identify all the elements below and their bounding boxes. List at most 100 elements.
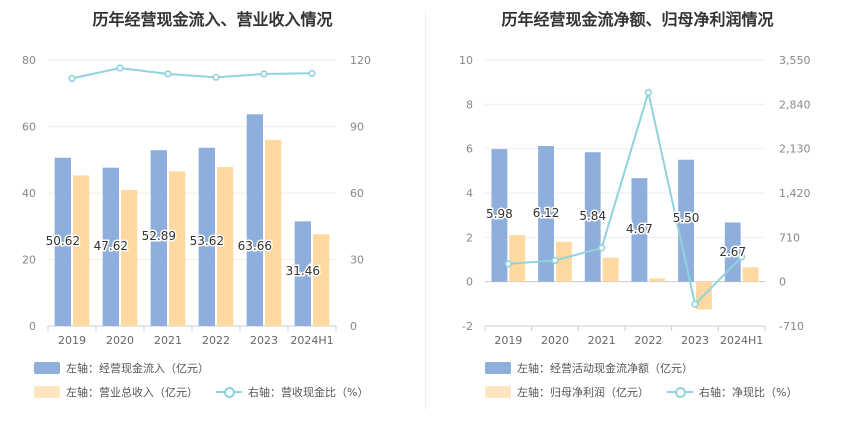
bar-primary	[538, 146, 554, 282]
y-left-tick-label: 20	[22, 254, 36, 267]
legend-label: 左轴：归母净利润（亿元）	[517, 386, 649, 399]
y-left-tick-label: 6	[466, 143, 473, 156]
y-left-tick-label: 8	[466, 98, 473, 111]
y-left-tick-label: 4	[466, 187, 473, 200]
y-right-tick-label: 710	[779, 231, 800, 244]
y-left-tick-label: 40	[22, 187, 36, 200]
y-right-tick-label: 90	[350, 121, 364, 134]
data-label: 63.66	[238, 239, 272, 253]
legend-item-series-2-3: 左轴：营业总收入（亿元） 右轴：营收现金比（%）	[34, 384, 368, 400]
chart-title: 历年经营现金流入、营业收入情况	[92, 10, 333, 29]
line-point	[164, 70, 172, 78]
bar-primary	[294, 221, 311, 326]
legend-item-series-2[interactable]: 左轴：归母净利润（亿元）	[485, 384, 649, 400]
line-point	[308, 69, 316, 77]
data-label: 6.12	[533, 206, 560, 220]
legend-swatch	[485, 386, 511, 398]
x-tick-label: 2020	[106, 334, 134, 347]
chart-canvas: -2 0 2 4 6 8 10 -710 0 710 1,420 2,130 2,840 3,550 201…	[459, 54, 811, 347]
series-line	[508, 88, 743, 307]
bar-secondary	[73, 175, 90, 326]
legend-label: 右轴：营收现金比（%）	[248, 386, 369, 399]
bar-primary	[246, 114, 263, 326]
bar-secondary	[602, 257, 619, 282]
data-label: 50.62	[46, 234, 80, 248]
x-tick-label: 2022	[634, 334, 662, 347]
y-left-tick-label: -2	[462, 320, 473, 333]
bar-secondary	[217, 167, 234, 326]
bar-secondary	[742, 267, 759, 282]
line-point	[212, 73, 220, 81]
y-left-tick-label: 80	[22, 54, 36, 67]
bar-secondary	[649, 278, 666, 282]
y-right-tick-label: 30	[350, 254, 364, 267]
bar-secondary	[509, 235, 526, 282]
bar-primary	[102, 167, 119, 326]
x-tick-label: 2024H1	[290, 334, 333, 347]
legend-item-series-3[interactable]: 右轴：净现比（%）	[667, 384, 797, 400]
x-tick-label: 2023	[250, 334, 278, 347]
y-left-tick-label: 10	[459, 54, 473, 67]
legend-item-series-2[interactable]: 左轴：营业总收入（亿元）	[34, 384, 198, 400]
bar-primary	[54, 157, 71, 326]
bar-secondary	[265, 139, 282, 326]
bar-primary	[150, 150, 167, 326]
x-tick-label: 2021	[154, 334, 182, 347]
legend-line-swatch	[216, 386, 242, 398]
legend-item-series-1[interactable]: 左轴：经营现金流入（亿元）	[34, 360, 209, 376]
legend-item-series-2-3: 左轴：归母净利润（亿元） 右轴：净现比（%）	[485, 384, 797, 400]
y-right-tick-label: 2,130	[779, 143, 811, 156]
legend-item-series-1[interactable]: 左轴：经营活动现金流净额（亿元）	[485, 360, 693, 376]
chart-panel-cash-inflow: 历年经营现金流入、营业收入情况 0 20 40 60 80 0 30 60 90 120 2019 2…	[22, 10, 371, 400]
line-point	[644, 88, 652, 97]
y-right-tick-label: 0	[779, 276, 786, 289]
y-right-tick-label: -710	[779, 320, 804, 333]
y-right-tick-label: 60	[350, 187, 364, 200]
data-label: 4.67	[626, 222, 653, 236]
y-left-tick-label: 2	[466, 231, 473, 244]
chart-title: 历年经营现金流净额、归母净利润情况	[501, 10, 774, 29]
legend-swatch	[34, 362, 60, 374]
y-right-tick-label: 0	[350, 320, 357, 333]
x-tick-label: 2022	[202, 334, 230, 347]
line-point	[738, 253, 746, 261]
data-label: 5.84	[579, 209, 606, 223]
legend-item-series-3[interactable]: 右轴：营收现金比（%）	[216, 384, 368, 400]
y-left-tick-label: 0	[466, 276, 473, 289]
legend-label: 左轴：经营活动现金流净额（亿元）	[517, 362, 693, 375]
bar-primary	[724, 222, 741, 282]
legend-line-swatch	[667, 386, 693, 398]
legend-label: 左轴：营业总收入（亿元）	[66, 386, 198, 399]
legend-label: 右轴：净现比（%）	[699, 386, 798, 399]
data-label: 5.50	[673, 211, 700, 225]
x-tick-label: 2020	[541, 334, 569, 347]
y-right-tick-label: 120	[350, 54, 371, 67]
chart-panel-net-cash: 历年经营现金流净额、归母净利润情况 -2 0 2 4 6 8 10 -710 0 710 1,420…	[425, 0, 850, 437]
bar-primary	[198, 147, 215, 326]
bar-primary	[678, 159, 694, 282]
bar-secondary	[121, 190, 138, 326]
data-label: 53.62	[190, 234, 224, 248]
y-left-tick-label: 60	[22, 121, 36, 134]
bar-secondary	[169, 171, 186, 326]
line-point	[551, 256, 559, 265]
x-tick-label: 2019	[494, 334, 522, 347]
y-right-tick-label: 3,550	[779, 54, 811, 67]
x-tick-label: 2019	[58, 334, 86, 347]
legend-swatch	[34, 386, 60, 398]
series-line	[71, 66, 313, 80]
line-point	[598, 244, 606, 252]
legend-swatch	[485, 362, 511, 374]
data-label: 5.98	[486, 207, 513, 221]
bar-primary	[491, 149, 508, 282]
y-right-tick-label: 1,420	[779, 187, 811, 200]
x-tick-label: 2021	[588, 334, 616, 347]
data-label: 52.89	[142, 229, 176, 243]
line-point	[504, 260, 512, 268]
data-label: 31.46	[286, 264, 320, 278]
bar-secondary	[313, 234, 330, 326]
y-left-tick-label: 0	[29, 320, 36, 333]
y-right-tick-label: 2,840	[779, 98, 811, 111]
panel-divider	[425, 10, 426, 410]
line-point	[260, 70, 268, 78]
